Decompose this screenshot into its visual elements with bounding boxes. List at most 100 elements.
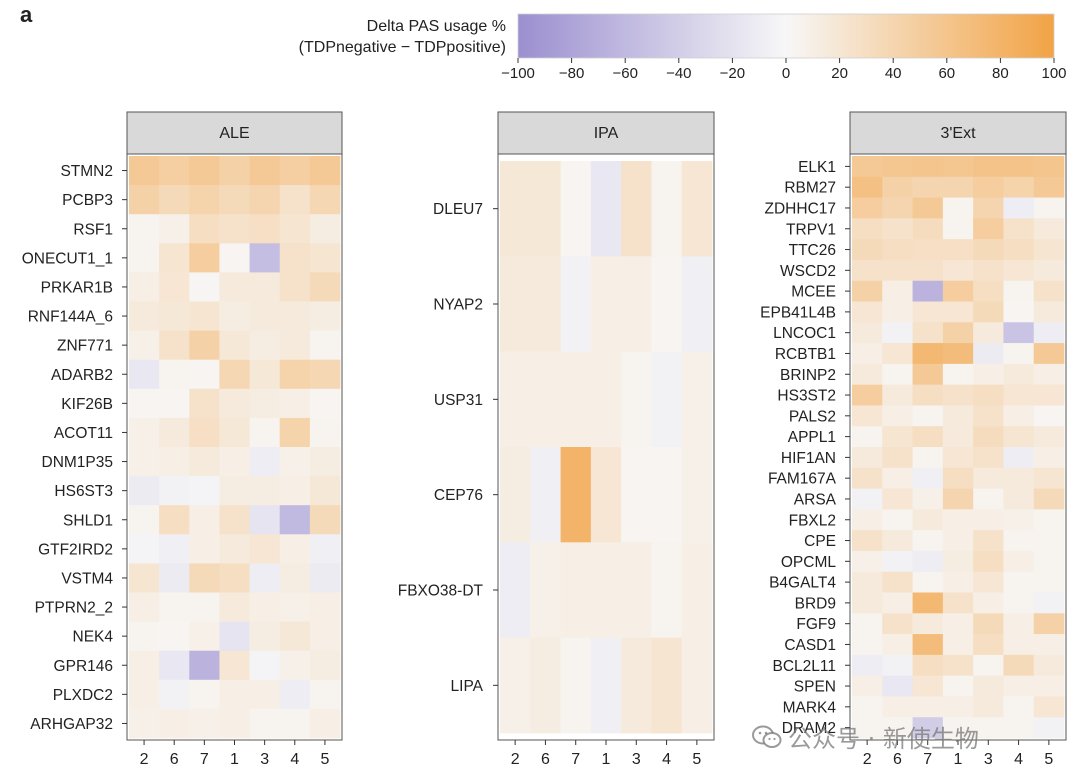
heatmap-cell [1003,634,1035,656]
heatmap-cell [189,650,220,681]
heatmap-cell [189,243,220,273]
heatmap-cell [882,363,913,386]
heatmap-cell [852,280,883,302]
row-label: FBXO38-DT [398,583,484,600]
heatmap-cell [942,363,974,386]
heatmap-cell [249,301,281,331]
heatmap-cell [973,197,1004,219]
heatmap-cell [942,343,974,365]
heatmap-cell [279,330,311,361]
heatmap-cell [912,675,944,697]
heatmap-cell [882,509,913,531]
heatmap-cell [973,322,1004,344]
heatmap-cell [852,176,883,198]
heatmap-cell [159,301,190,331]
heatmap-cell [279,301,311,331]
heatmap-cell [129,505,160,535]
heatmap-cell [129,359,160,390]
heatmap-cell [852,654,883,677]
watermark: 公众号 · 新使生物 [752,719,979,754]
heatmap-cell [309,679,341,710]
heatmap-cell [1003,156,1035,178]
heatmap-cell [249,476,281,506]
heatmap-cell [129,330,160,361]
heatmap-cell [129,592,160,622]
heatmap-cell [651,161,683,257]
heatmap-cell [882,488,913,510]
heatmap-cell [309,272,341,302]
heatmap-cell [912,530,944,552]
heatmap-cell [852,322,883,344]
heatmap-cell [942,426,974,448]
heatmap-cell [852,509,883,531]
heatmap-cell [1033,301,1065,323]
heatmap-cell [279,388,311,419]
heatmap-cell [973,405,1004,427]
column-label: 3 [260,751,269,768]
row-label: HS3ST2 [777,388,836,405]
heatmap-cell [852,426,883,448]
heatmap-cell [621,447,652,543]
heatmap-cell [852,571,883,593]
heatmap-cell [973,696,1004,718]
heatmap-cell [912,571,944,593]
heatmap-cell [249,679,281,710]
heatmap-cell [912,509,944,531]
panel-3ext: 3'Ext ELK1 RBM27 ZDHHC17 TRPV1 TTC26 WSCD2 MCEE… [760,111,1067,768]
heatmap-cell [309,447,341,477]
row-label: RSF1 [73,221,113,238]
heatmap-cell [973,239,1004,261]
heatmap-cell [159,330,190,361]
heatmap-cell [249,505,281,535]
heatmap-cell [279,476,311,506]
row-label: RBM27 [784,180,836,197]
row-label: BRD9 [795,595,836,612]
heatmap-cell [189,679,220,710]
row-label: ZNF771 [57,338,113,355]
row-label: USP31 [434,392,483,409]
heatmap-cell [1033,343,1065,365]
heatmap-cell [1003,447,1035,469]
row-label: ONECUT1_1 [22,250,113,267]
heatmap-cell [912,280,944,302]
heatmap-cell [942,218,974,240]
heatmap-cell [912,218,944,240]
heatmap-cell [912,259,944,282]
colorbar-tick-label: 80 [992,65,1009,82]
row-label: PALS2 [789,408,836,425]
column-label: 3 [632,751,641,768]
heatmap-cell [309,301,341,331]
heatmap-cell [973,384,1004,406]
heatmap-cell [309,592,341,622]
column-label: 6 [541,751,550,768]
heatmap-cell [189,156,220,186]
heatmap-cell [882,634,913,656]
heatmap-cell [249,359,281,390]
heatmap-cell [159,621,190,652]
heatmap-cell [882,239,913,261]
heatmap-cell [942,280,974,302]
heatmap-cell [973,156,1004,178]
heatmap-cell [912,239,944,261]
row-label: BCL2L11 [773,658,836,675]
panel-title: ALE [219,125,249,142]
heatmap-cell [500,542,531,639]
row-label: GTF2IRD2 [38,541,113,558]
heatmap-cell [279,592,311,622]
heatmap-cell [942,696,974,718]
heatmap-cell [189,534,220,564]
heatmap-cell [973,259,1004,282]
heatmap-cell [942,509,974,531]
panel-title: IPA [594,125,619,142]
column-label: 6 [170,751,179,768]
heatmap-cell [249,563,281,593]
column-label: 6 [893,751,902,768]
heatmap-cell [279,447,311,477]
heatmap-cell [1003,550,1035,573]
heatmap-cell [159,534,190,564]
heatmap-cell [1033,613,1065,635]
heatmap-cell [129,214,160,244]
row-label: ARHGAP32 [30,716,113,733]
heatmap-cell [219,621,250,652]
row-label: HS6ST3 [54,483,113,500]
